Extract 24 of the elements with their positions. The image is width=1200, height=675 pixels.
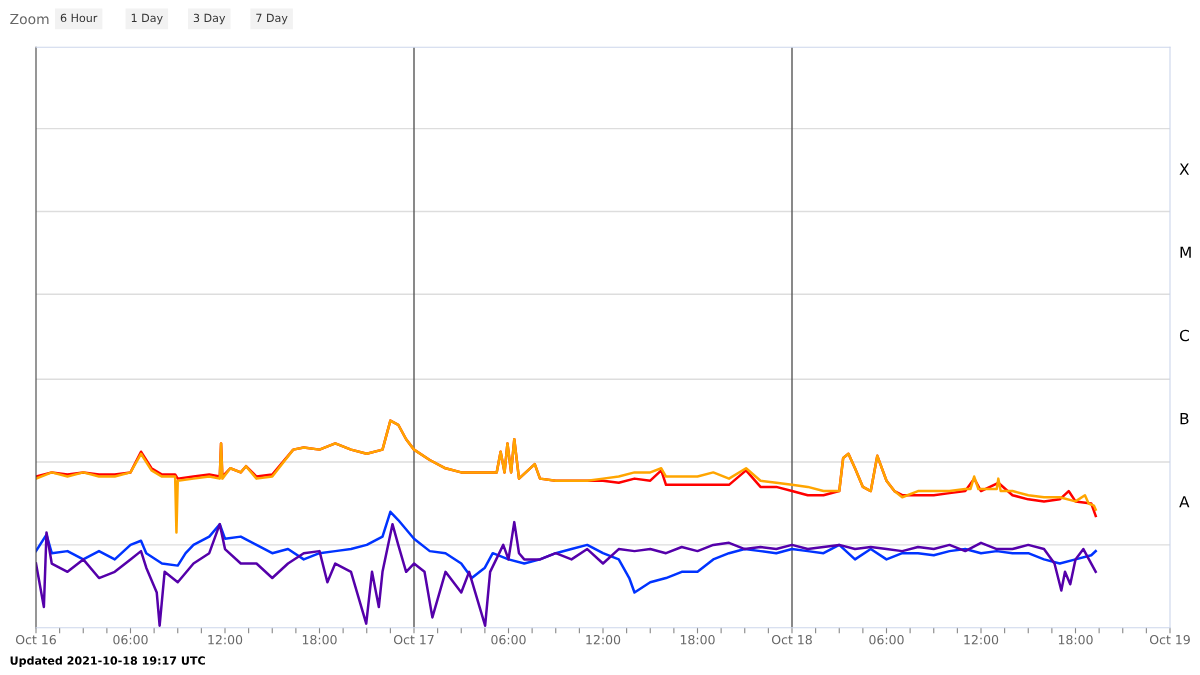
x-tick-label: Oct 18 — [771, 634, 812, 645]
x-tick-label: 12:00 — [964, 634, 999, 645]
text: Updated 2021-10-18 19:17 UTC — [10, 656, 205, 667]
x-tick-label: 18:00 — [302, 634, 337, 645]
text: B — [1180, 413, 1189, 425]
x-tick-label: 06:00 — [491, 634, 526, 645]
text: 6 Hour — [60, 13, 98, 23]
text: 7 Day — [256, 13, 288, 25]
x-tick-label: 06:00 — [113, 634, 148, 645]
x-tick-label: 12:00 — [586, 634, 621, 645]
x-tick-label: Oct 19 — [1149, 634, 1190, 645]
x-tick-label: 18:00 — [680, 634, 715, 645]
x-tick-label: 12:00 — [208, 634, 243, 645]
text: 1 Day — [131, 13, 163, 25]
text: C — [1179, 329, 1189, 342]
x-tick-label: 18:00 — [1058, 634, 1093, 645]
x-tick-label: 06:00 — [869, 634, 904, 645]
x-tick-label: Oct 16 — [15, 634, 56, 645]
text: M — [1180, 246, 1191, 258]
text: A — [1179, 496, 1190, 508]
text: X — [1179, 163, 1190, 175]
x-tick-label: Oct 17 — [393, 634, 434, 645]
text: Zoom — [10, 13, 49, 25]
text: 3 Day — [193, 13, 226, 25]
